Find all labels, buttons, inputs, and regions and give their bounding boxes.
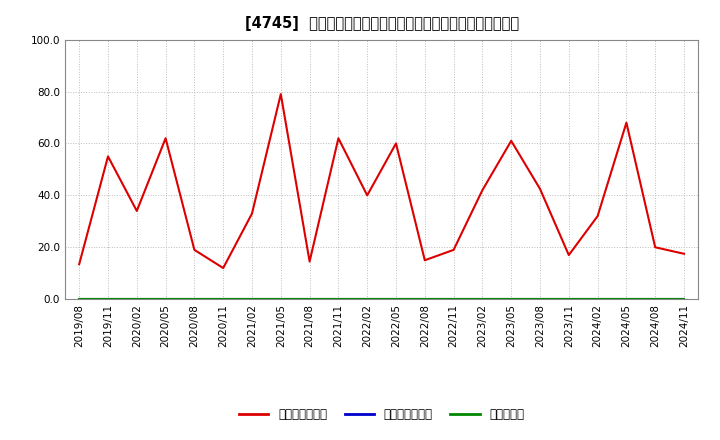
買入債務回転率 [75, 297, 84, 302]
買入債務回転率 [248, 297, 256, 302]
在庫回転率 [161, 297, 170, 302]
売上債権回転率 [276, 92, 285, 97]
売上債権回転率 [363, 193, 372, 198]
売上債権回転率 [564, 253, 573, 258]
在庫回転率 [420, 297, 429, 302]
買入債務回転率 [564, 297, 573, 302]
在庫回転率 [334, 297, 343, 302]
買入債務回転率 [219, 297, 228, 302]
在庫回転率 [449, 297, 458, 302]
買入債務回転率 [190, 297, 199, 302]
売上債権回転率 [680, 251, 688, 257]
売上債権回転率 [449, 247, 458, 253]
買入債務回転率 [363, 297, 372, 302]
売上債権回転率 [248, 211, 256, 216]
売上債権回転率 [651, 245, 660, 250]
在庫回転率 [478, 297, 487, 302]
買入債務回転率 [680, 297, 688, 302]
在庫回転率 [536, 297, 544, 302]
在庫回転率 [305, 297, 314, 302]
Title: [4745]  売上債権回転率、買入債務回転率、在庫回転率の推移: [4745] 売上債権回転率、買入債務回転率、在庫回転率の推移 [245, 16, 518, 32]
売上債権回転率 [305, 259, 314, 264]
買入債務回転率 [392, 297, 400, 302]
買入債務回転率 [593, 297, 602, 302]
売上債権回転率 [593, 213, 602, 219]
買入債務回転率 [507, 297, 516, 302]
在庫回転率 [75, 297, 84, 302]
買入債務回転率 [132, 297, 141, 302]
買入債務回転率 [420, 297, 429, 302]
在庫回転率 [219, 297, 228, 302]
買入債務回転率 [161, 297, 170, 302]
売上債権回転率 [104, 154, 112, 159]
在庫回転率 [622, 297, 631, 302]
在庫回転率 [132, 297, 141, 302]
在庫回転率 [104, 297, 112, 302]
売上債権回転率 [75, 261, 84, 267]
買入債務回転率 [449, 297, 458, 302]
在庫回転率 [564, 297, 573, 302]
買入債務回転率 [104, 297, 112, 302]
在庫回転率 [680, 297, 688, 302]
売上債権回転率 [334, 136, 343, 141]
在庫回転率 [248, 297, 256, 302]
在庫回転率 [593, 297, 602, 302]
売上債権回転率 [392, 141, 400, 146]
在庫回転率 [190, 297, 199, 302]
買入債務回転率 [478, 297, 487, 302]
売上債権回転率 [161, 136, 170, 141]
買入債務回転率 [622, 297, 631, 302]
買入債務回転率 [651, 297, 660, 302]
売上債権回転率 [478, 187, 487, 193]
在庫回転率 [363, 297, 372, 302]
買入債務回転率 [276, 297, 285, 302]
在庫回転率 [651, 297, 660, 302]
売上債権回転率 [190, 247, 199, 253]
売上債権回転率 [536, 186, 544, 191]
買入債務回転率 [334, 297, 343, 302]
売上債権回転率 [219, 265, 228, 271]
在庫回転率 [276, 297, 285, 302]
売上債権回転率 [132, 208, 141, 213]
買入債務回転率 [536, 297, 544, 302]
Line: 売上債権回転率: 売上債権回転率 [79, 94, 684, 268]
在庫回転率 [392, 297, 400, 302]
売上債権回転率 [507, 138, 516, 143]
売上債権回転率 [622, 120, 631, 125]
売上債権回転率 [420, 258, 429, 263]
在庫回転率 [507, 297, 516, 302]
Legend: 売上債権回転率, 買入債務回転率, 在庫回転率: 売上債権回転率, 買入債務回転率, 在庫回転率 [234, 404, 529, 426]
買入債務回転率 [305, 297, 314, 302]
